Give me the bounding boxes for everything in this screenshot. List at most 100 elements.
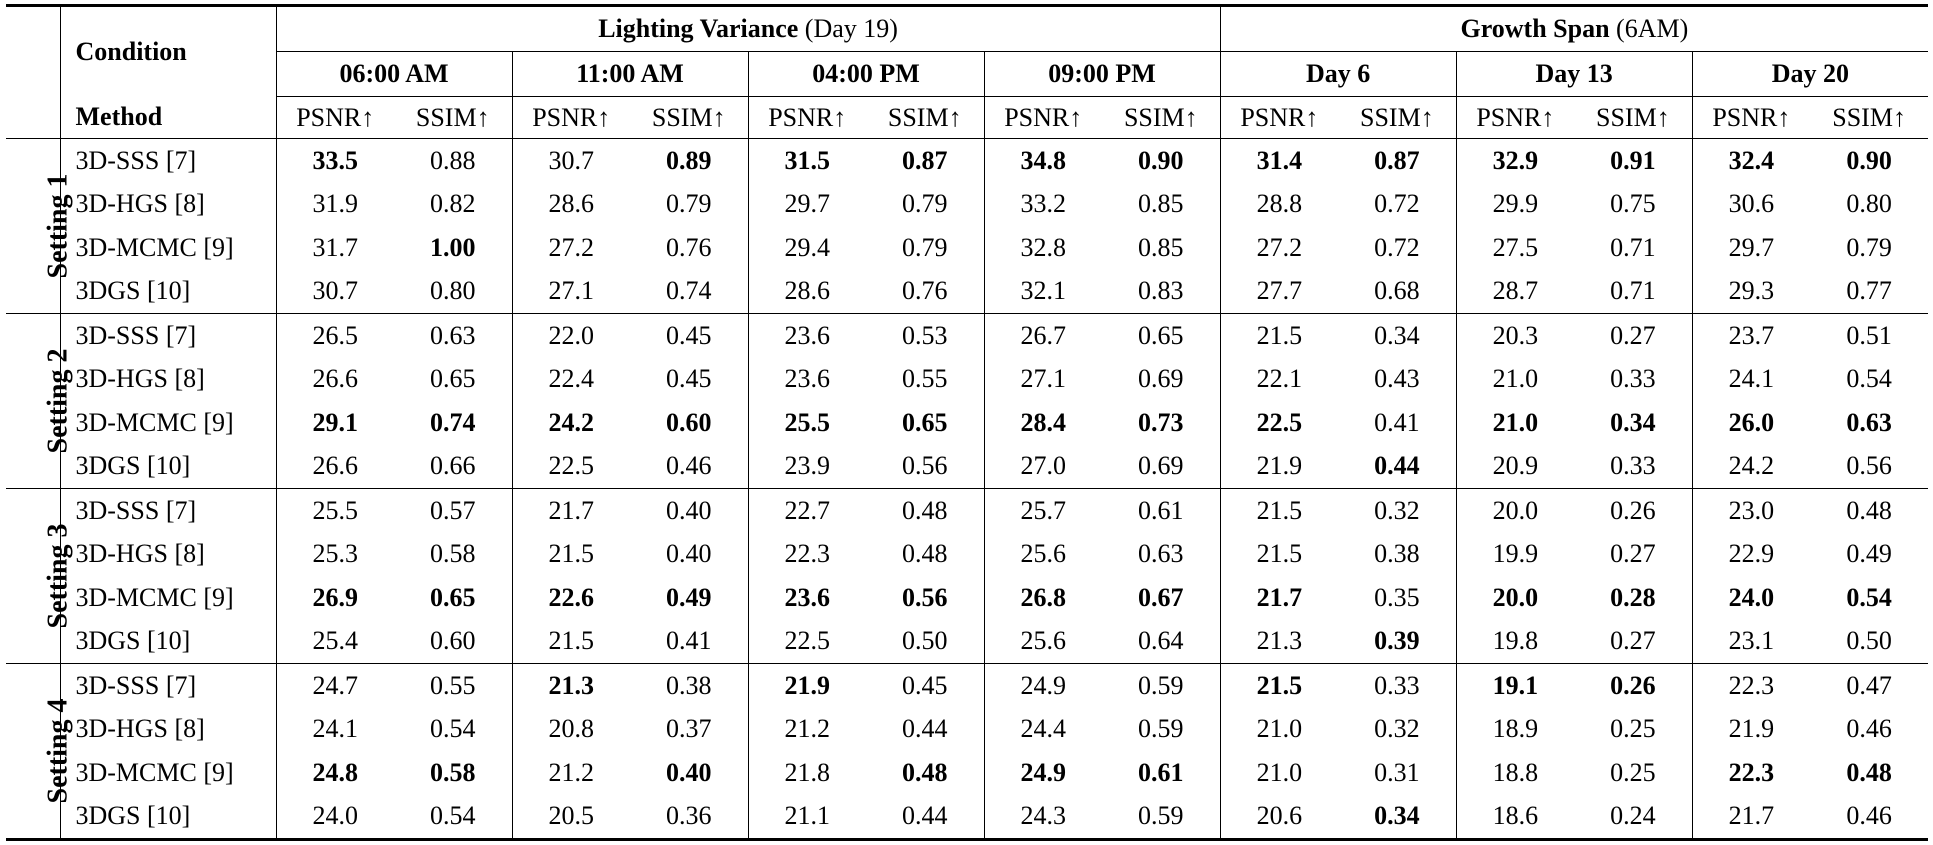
value-cell: 0.27 (1574, 619, 1693, 664)
value-cell: 0.26 (1574, 663, 1693, 708)
value-cell: 31.4 (1220, 138, 1339, 183)
subgroup-header: 04:00 PM (748, 51, 985, 97)
value-cell: 30.7 (512, 138, 630, 183)
value-cell: 21.5 (548, 539, 595, 569)
value-cell: 0.82 (394, 182, 513, 226)
method-cell: 3D-MCMC [9] (60, 226, 277, 270)
method-cell: 3D-HGS [8] (60, 182, 277, 226)
method-cell: 3DGS [10] (60, 444, 277, 489)
value-cell: 0.48 (1810, 488, 1929, 533)
subgroup-header: Day 20 (1692, 51, 1929, 97)
method-cell: 3D-SSS [7] (60, 663, 277, 708)
value-cell: 24.1 (312, 714, 359, 744)
setting-label: Setting 2 (6, 313, 74, 489)
metric-header: SSIM↑ (1574, 96, 1693, 139)
setting-label: Setting 1 (6, 138, 74, 314)
value-cell: 19.1 (1456, 663, 1575, 708)
subgroup-header: 09:00 PM (984, 51, 1221, 97)
value-cell: 23.7 (1692, 313, 1811, 358)
value-cell: 0.58 (394, 532, 513, 576)
value-cell: 26.8 (1020, 582, 1067, 612)
method-cell: 3D-HGS [8] (60, 532, 277, 576)
value-cell: 0.44 (1338, 444, 1457, 489)
value-cell: 22.6 (548, 582, 595, 612)
value-cell: 0.87 (866, 138, 985, 183)
value-cell: 0.67 (1102, 576, 1221, 620)
value-cell: 21.9 (748, 663, 866, 708)
growth-span-suffix: (6AM) (1616, 14, 1689, 43)
value-cell: 0.74 (394, 401, 513, 445)
method-cell: 3DGS [10] (60, 794, 277, 841)
value-cell: 0.50 (866, 619, 985, 664)
value-cell: 0.56 (1846, 451, 1892, 481)
value-cell: 0.77 (1846, 276, 1892, 306)
table-row: 3DGS [10] 30.7 0.80 27.1 0.74 28.6 0.76 32.1 0.8… (6, 269, 1928, 314)
value-cell: 27.2 (548, 232, 595, 262)
value-cell: 22.3 (784, 539, 831, 569)
results-table: Condition Lighting Variance (Day 19) Gro… (6, 4, 1929, 841)
table-row: 3D-MCMC [9] 24.8 0.58 21.2 0.40 21.8 0.48 24.9 0… (6, 751, 1928, 795)
value-cell: 21.5 (1220, 488, 1339, 533)
value-cell: 0.65 (394, 357, 513, 401)
value-cell: 25.7 (984, 488, 1102, 533)
value-cell: 0.34 (1574, 401, 1693, 445)
value-cell: 0.31 (1338, 751, 1457, 795)
value-cell: 0.45 (866, 663, 985, 708)
value-cell: 23.9 (784, 451, 831, 481)
value-cell: 20.9 (1492, 451, 1539, 481)
value-cell: 0.65 (1102, 313, 1221, 358)
value-cell: 0.79 (630, 182, 749, 226)
value-cell: 28.6 (548, 189, 595, 219)
table-row: Setting 2 3D-SSS [7] 26.5 0.63 22.0 0.45 23.6 0… (6, 313, 1929, 489)
value-cell: 28.7 (1492, 276, 1539, 306)
value-cell: 22.0 (512, 313, 630, 358)
value-cell: 0.54 (1846, 582, 1892, 612)
value-cell: 0.63 (394, 313, 513, 358)
growth-span-title: Growth Span (1460, 14, 1610, 43)
method-cell: 3D-MCMC [9] (60, 401, 277, 445)
value-cell: 22.1 (1256, 364, 1303, 394)
value-cell: 0.27 (1574, 532, 1693, 576)
value-cell: 0.54 (394, 707, 513, 751)
table-row: Setting 1 3D-SSS [7] 33.5 0.88 30.7 0.89 31.5 0… (6, 138, 1929, 314)
value-cell: 0.54 (394, 794, 513, 841)
value-cell: 26.5 (276, 313, 394, 358)
value-cell: 33.5 (276, 138, 394, 183)
value-cell: 0.66 (394, 444, 513, 489)
value-cell: 24.1 (1728, 364, 1775, 394)
value-cell: 22.5 (1256, 407, 1303, 437)
table-row: 3DGS [10] 25.4 0.60 21.5 0.41 22.5 0.50 25.6 0.6… (6, 619, 1928, 664)
value-cell: 23.1 (1728, 626, 1775, 656)
value-cell: 0.65 (394, 576, 513, 620)
value-cell: 25.5 (276, 488, 394, 533)
table-row: 3D-HGS [8] 24.1 0.54 20.8 0.37 21.2 0.44 24.4 0.… (6, 707, 1928, 751)
metric-header: PSNR↑ (1004, 102, 1083, 132)
value-cell: 0.39 (1338, 619, 1457, 664)
value-cell: 24.2 (1728, 451, 1775, 481)
value-cell: 24.0 (276, 794, 394, 841)
value-cell: 0.80 (394, 269, 513, 314)
value-cell: 25.6 (1020, 626, 1067, 656)
value-cell: 28.4 (1020, 407, 1067, 437)
value-cell: 0.79 (866, 182, 985, 226)
value-cell: 31.9 (312, 189, 359, 219)
value-cell: 0.46 (630, 444, 749, 489)
value-cell: 21.7 (1692, 794, 1811, 841)
value-cell: 0.58 (394, 751, 513, 795)
table-row: Setting 3 3D-SSS [7] 25.5 0.57 21.7 0.40 22.7 0… (6, 488, 1929, 664)
value-cell: 23.6 (784, 582, 831, 612)
value-cell: 20.8 (548, 714, 595, 744)
value-cell: 0.25 (1574, 707, 1693, 751)
value-cell: 0.69 (1102, 444, 1221, 489)
metric-header: SSIM↑ (866, 96, 985, 139)
method-cell: 3D-HGS [8] (60, 357, 277, 401)
table-row: 3D-MCMC [9] 26.9 0.65 22.6 0.49 23.6 0.56 26.8 0… (6, 576, 1928, 620)
value-cell: 28.8 (1256, 189, 1303, 219)
value-cell: 0.48 (866, 532, 985, 576)
value-cell: 0.88 (394, 138, 513, 183)
value-cell: 25.6 (1020, 539, 1067, 569)
table-row: 3D-HGS [8] 25.3 0.58 21.5 0.40 22.3 0.48 25.6 0.… (6, 532, 1928, 576)
table-row: 3DGS [10] 24.0 0.54 20.5 0.36 21.1 0.44 24.3 0.5… (6, 794, 1929, 841)
value-cell: 0.61 (1102, 488, 1221, 533)
value-cell: 29.7 (784, 189, 831, 219)
